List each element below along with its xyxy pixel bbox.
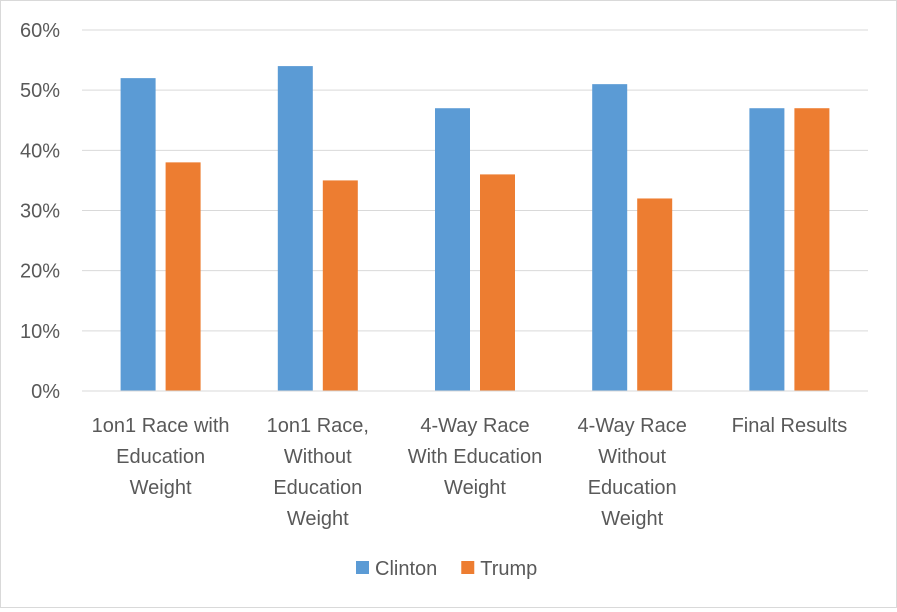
x-category-label: 4-Way Race With Education Weight bbox=[408, 415, 543, 499]
y-axis: 0% 10% 20% 30% 40% 50% 60% bbox=[20, 20, 60, 403]
bar-trump bbox=[637, 198, 673, 391]
bar-clinton bbox=[749, 108, 785, 391]
y-tick-label: 30% bbox=[20, 201, 60, 223]
legend-label-trump: Trump bbox=[480, 558, 537, 580]
y-tick-label: 40% bbox=[20, 140, 60, 162]
bars bbox=[120, 66, 830, 392]
bar-trump bbox=[165, 162, 201, 391]
y-tick-label: 20% bbox=[20, 261, 60, 283]
x-category-label: 4-Way Race Without Education Weight bbox=[578, 415, 687, 530]
bar-trump bbox=[480, 174, 515, 391]
gridlines bbox=[82, 29, 868, 392]
legend: Clinton Trump bbox=[356, 558, 537, 580]
bar-clinton bbox=[592, 84, 628, 392]
legend-label-clinton: Clinton bbox=[375, 558, 437, 580]
bar-clinton bbox=[435, 108, 470, 391]
bar-clinton bbox=[120, 78, 156, 391]
bar-trump bbox=[322, 180, 358, 391]
y-tick-label: 50% bbox=[20, 80, 60, 102]
x-category-label: Final Results bbox=[732, 415, 848, 437]
x-axis: 1on1 Race with Education Weight 1on1 Race, W… bbox=[82, 390, 868, 530]
bar-clinton bbox=[277, 66, 313, 391]
legend-swatch-trump bbox=[461, 561, 475, 574]
legend-swatch-clinton bbox=[356, 561, 369, 574]
y-tick-label: 60% bbox=[20, 20, 60, 42]
x-category-label: 1on1 Race, Without Education Weight bbox=[267, 415, 369, 530]
bar-trump bbox=[794, 108, 830, 391]
y-tick-label: 0% bbox=[31, 381, 60, 403]
y-tick-label: 10% bbox=[20, 321, 60, 343]
x-category-label: 1on1 Race with Education Weight bbox=[92, 415, 230, 499]
